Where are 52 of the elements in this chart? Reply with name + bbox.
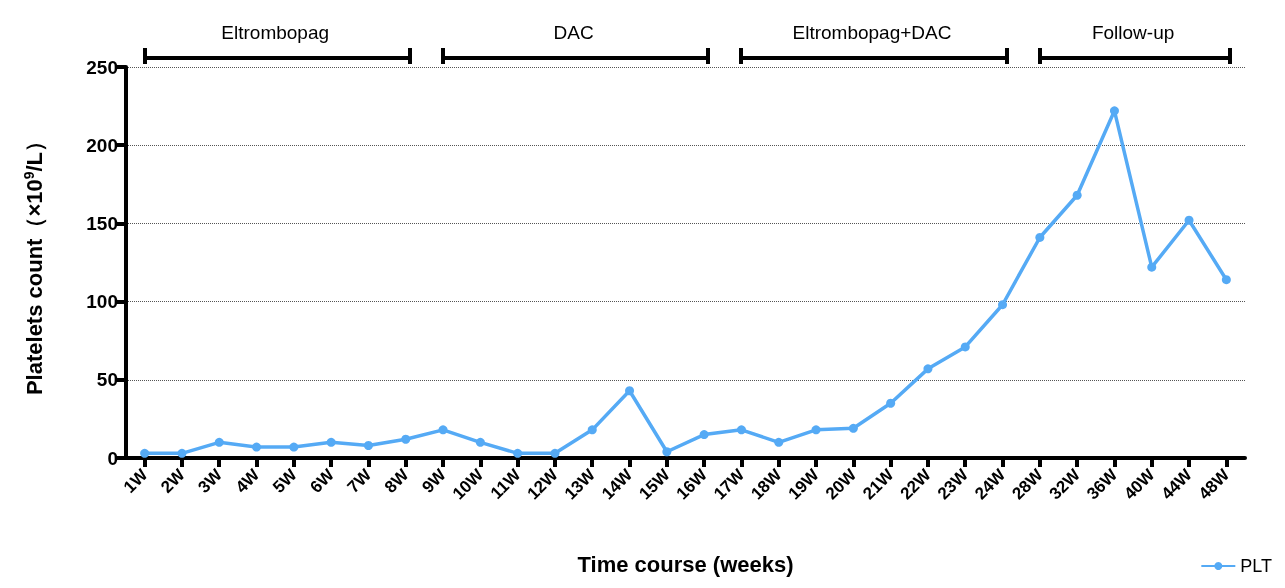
x-tick-label: 7W xyxy=(343,464,376,497)
y-axis-title: Platelets count（×109/L） xyxy=(21,129,47,396)
x-tick-label: 2W xyxy=(157,464,190,497)
point xyxy=(140,448,150,458)
point xyxy=(811,425,821,435)
point xyxy=(177,448,187,458)
point xyxy=(214,437,224,447)
point xyxy=(550,448,560,458)
point xyxy=(475,437,485,447)
text: Eltrombopag xyxy=(220,22,331,44)
point xyxy=(587,425,597,435)
point xyxy=(1184,215,1194,225)
point xyxy=(1109,106,1119,116)
point xyxy=(363,440,373,450)
point xyxy=(289,442,299,452)
point xyxy=(923,364,933,374)
point xyxy=(1035,232,1045,242)
point xyxy=(513,448,523,458)
x-tick-label: 8W xyxy=(381,464,414,497)
point xyxy=(774,437,784,447)
point xyxy=(960,342,970,352)
point xyxy=(252,442,262,452)
text: Eltrombopag+DAC xyxy=(791,22,953,44)
point xyxy=(662,447,672,457)
point xyxy=(736,425,746,435)
point xyxy=(625,386,635,396)
y-tick-label: 150 xyxy=(86,212,118,234)
point xyxy=(1072,190,1082,200)
point xyxy=(1221,275,1231,285)
x-tick-label: 3W xyxy=(194,464,227,497)
legend-label: PLT xyxy=(1240,556,1273,576)
text: Follow-up xyxy=(1090,22,1176,44)
x-tick-label: 1W xyxy=(119,464,153,497)
x-tick-label: 6W xyxy=(306,464,339,497)
point xyxy=(438,425,448,435)
x-tick-label: 9W xyxy=(418,464,451,497)
y-tick-label: 50 xyxy=(96,369,118,391)
y-tick-label: 100 xyxy=(86,291,118,313)
point xyxy=(848,423,858,433)
y-tick-label: 250 xyxy=(86,56,118,78)
x-tick-label: 5W xyxy=(269,464,302,497)
x-axis-title: Time course (weeks) xyxy=(577,551,794,577)
y-tick-label: 200 xyxy=(86,134,118,156)
point xyxy=(401,434,411,444)
text: DAC xyxy=(552,22,595,44)
point xyxy=(699,430,709,440)
y-tick-label: 0 xyxy=(107,447,118,469)
point xyxy=(326,437,336,447)
x-tick-label: 4W xyxy=(231,464,264,497)
point xyxy=(886,398,896,408)
point xyxy=(1147,262,1157,272)
point xyxy=(998,300,1008,310)
